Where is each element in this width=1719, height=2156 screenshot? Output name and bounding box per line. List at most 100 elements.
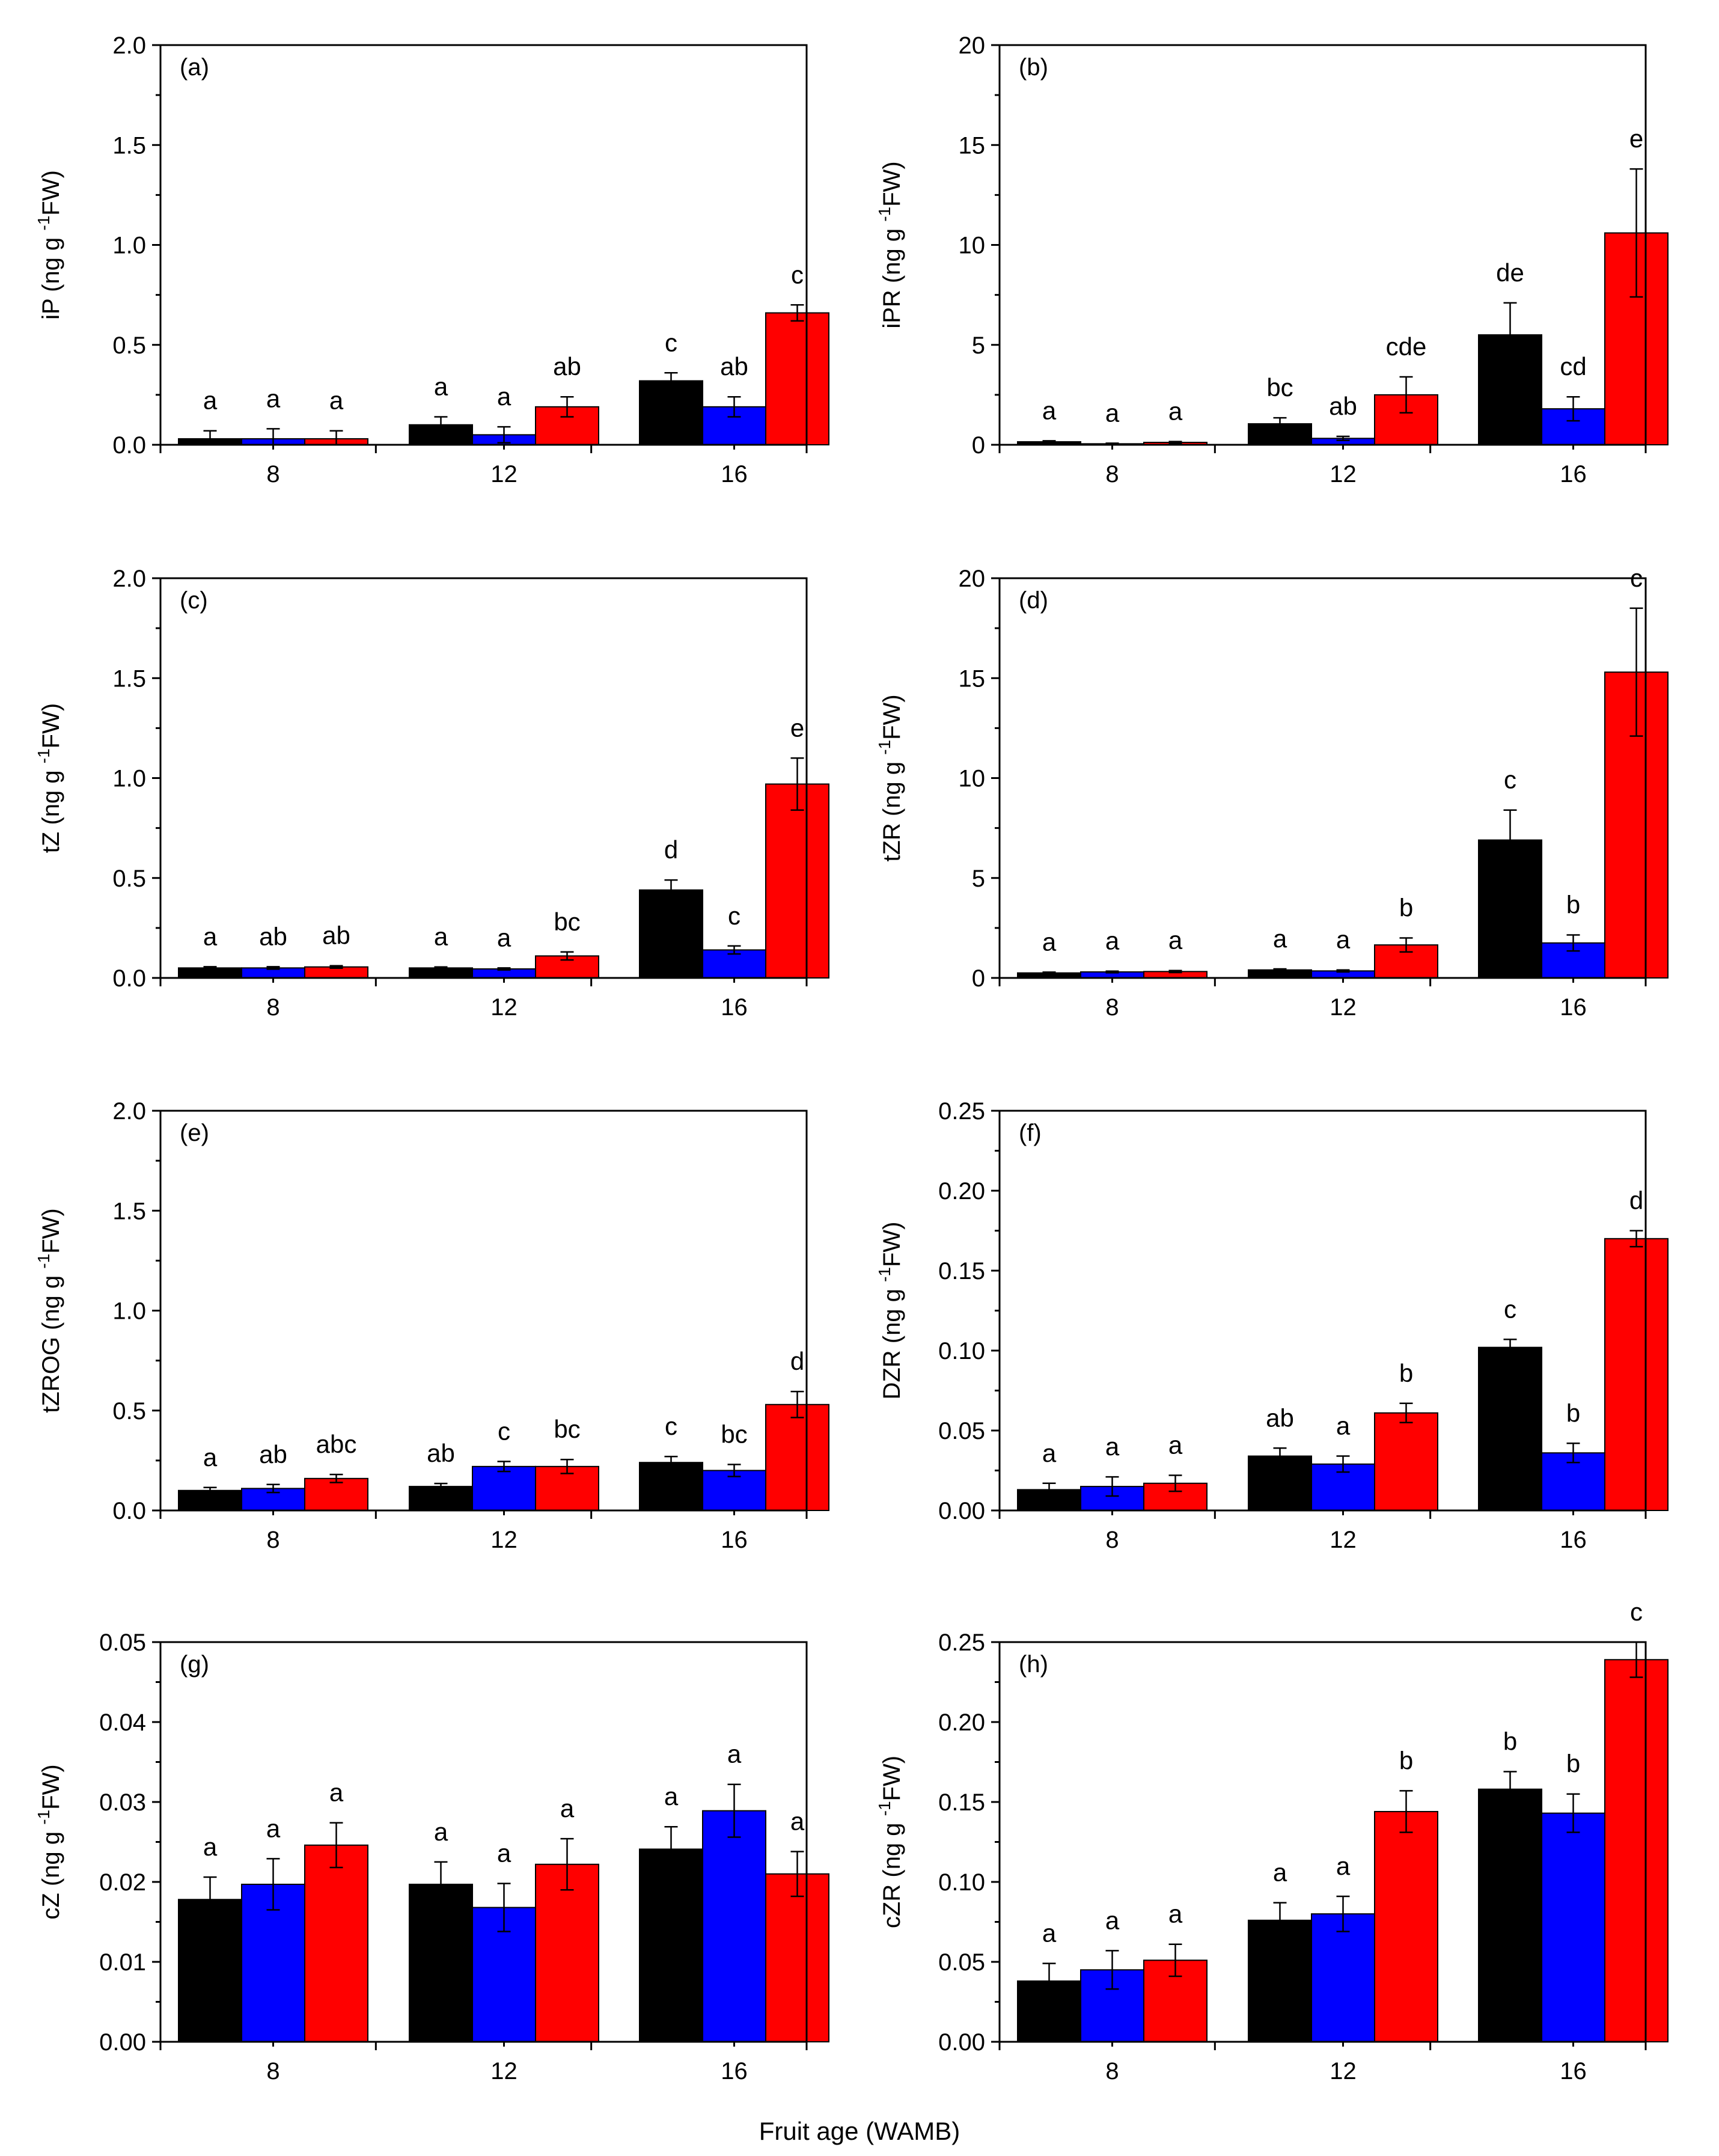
y-axis-title: tZ (ng g -1FW) bbox=[34, 703, 64, 853]
significance-label: c bbox=[1504, 1295, 1516, 1323]
significance-label: c bbox=[498, 1417, 510, 1446]
y-axis-title: cZR (ng g -1FW) bbox=[875, 1756, 905, 1928]
y-tick-label: 2.0 bbox=[112, 566, 146, 592]
x-tick-label: 12 bbox=[1330, 1527, 1357, 1553]
bar bbox=[1478, 1788, 1542, 2042]
y-tick-label: 1.0 bbox=[112, 233, 146, 259]
plot-frame bbox=[998, 577, 1647, 979]
panel-label: (a) bbox=[180, 54, 209, 81]
bar bbox=[702, 1810, 766, 2042]
bar bbox=[409, 1883, 473, 2042]
significance-label: c bbox=[728, 902, 740, 930]
significance-label: c bbox=[665, 1412, 677, 1440]
y-tick-label: 0.04 bbox=[99, 1709, 146, 1736]
y-tick-label: 0.5 bbox=[112, 332, 146, 359]
significance-label: e bbox=[1629, 124, 1643, 153]
significance-label: c bbox=[791, 260, 804, 289]
x-tick-label: 8 bbox=[266, 994, 279, 1021]
significance-label: ab bbox=[259, 1440, 287, 1468]
y-tick-label: 0.20 bbox=[938, 1178, 985, 1205]
significance-label: ab bbox=[1329, 392, 1357, 420]
y-axis-title: iP (ng g -1FW) bbox=[34, 170, 64, 320]
significance-label: b bbox=[1566, 1399, 1580, 1427]
y-tick-label: 0.5 bbox=[112, 1398, 146, 1425]
y-tick-label: 0.20 bbox=[938, 1709, 985, 1736]
bar bbox=[1311, 1913, 1375, 2042]
x-tick-label: 8 bbox=[1105, 1527, 1119, 1553]
plot-frame bbox=[998, 1110, 1647, 1512]
significance-label: c bbox=[665, 328, 677, 356]
significance-label: a bbox=[329, 1779, 344, 1807]
plot-frame bbox=[159, 1110, 808, 1512]
y-axis-title: iPR (ng g -1FW) bbox=[875, 161, 905, 328]
y-tick-label: 1.5 bbox=[112, 1198, 146, 1224]
y-tick-label: 20 bbox=[959, 32, 986, 59]
bar bbox=[1374, 1412, 1438, 1511]
y-tick-label: 0.10 bbox=[938, 1869, 985, 1896]
plot-frame bbox=[998, 44, 1647, 446]
significance-label: a bbox=[497, 923, 511, 951]
y-tick-label: 0.5 bbox=[112, 866, 146, 892]
significance-label: a bbox=[497, 1839, 511, 1867]
bar bbox=[1604, 1659, 1669, 2042]
y-tick-label: 10 bbox=[959, 233, 986, 259]
y-tick-label: 0.25 bbox=[938, 1098, 985, 1125]
y-tick-label: 0.10 bbox=[938, 1338, 985, 1364]
panel-label: (b) bbox=[1019, 54, 1048, 81]
x-tick-label: 12 bbox=[1330, 994, 1357, 1021]
significance-label: a bbox=[1042, 1919, 1057, 1947]
panel-label: (g) bbox=[180, 1651, 209, 1678]
x-tick-label: 8 bbox=[1105, 461, 1119, 487]
bar bbox=[1374, 1810, 1438, 2042]
panel-label: (e) bbox=[180, 1120, 209, 1146]
significance-label: a bbox=[1105, 399, 1120, 427]
y-tick-label: 1.0 bbox=[112, 1298, 146, 1325]
x-tick-label: 12 bbox=[490, 1527, 518, 1553]
chart-panel-7: a a a a a a a a a 0.00 0.01 0.02 0.03 0.04 0.05 8 12 16 (g… bbox=[34, 1629, 829, 2084]
significance-label: ab bbox=[1266, 1403, 1294, 1432]
x-axis-title: Fruit age (WAMB) bbox=[759, 2117, 960, 2145]
y-axis-title: tZR (ng g -1FW) bbox=[875, 694, 905, 861]
x-tick-label: 12 bbox=[1330, 2058, 1357, 2084]
y-tick-label: 1.5 bbox=[112, 132, 146, 159]
y-tick-label: 0.05 bbox=[99, 1629, 146, 1656]
significance-label: b bbox=[1503, 1727, 1517, 1755]
y-axis-title: tZROG (ng g -1FW) bbox=[34, 1208, 64, 1412]
y-tick-label: 1.5 bbox=[112, 665, 146, 692]
y-tick-label: 15 bbox=[959, 665, 986, 692]
bar bbox=[765, 312, 829, 445]
chart-panel-2: a bc de a ab cd a cde e 0 5 10 15 20 8 12 16 (b) iPR (ng g… bbox=[875, 32, 1669, 487]
y-tick-label: 0.0 bbox=[112, 432, 146, 459]
bar bbox=[1541, 1812, 1605, 2043]
significance-label: b bbox=[1399, 1359, 1413, 1387]
x-tick-label: 12 bbox=[490, 461, 518, 487]
bar bbox=[472, 1465, 536, 1512]
y-tick-label: 0 bbox=[972, 965, 985, 992]
significance-label: a bbox=[203, 1443, 218, 1471]
significance-label: bc bbox=[1266, 373, 1293, 402]
bar bbox=[178, 1899, 242, 2043]
bar bbox=[1604, 1238, 1669, 1512]
significance-label: a bbox=[434, 372, 448, 400]
bar bbox=[702, 949, 766, 979]
x-tick-label: 8 bbox=[1105, 2058, 1119, 2084]
significance-label: a bbox=[1168, 926, 1183, 954]
significance-label: a bbox=[329, 386, 344, 415]
significance-label: abc bbox=[316, 1430, 357, 1458]
y-axis-title: cZ (ng g -1FW) bbox=[34, 1764, 64, 1919]
significance-label: b bbox=[1399, 894, 1413, 922]
significance-label: a bbox=[434, 923, 448, 951]
plot-frame bbox=[159, 44, 808, 446]
x-tick-label: 16 bbox=[721, 461, 748, 487]
significance-label: a bbox=[790, 1807, 805, 1835]
chart-panel-3: a a d ab a c ab bc e 0.0 0.5 1.0 1.5 2.0 8 12 16 (c) tZ (n… bbox=[34, 566, 829, 1021]
y-tick-label: 2.0 bbox=[112, 1098, 146, 1125]
significance-label: a bbox=[1105, 1906, 1120, 1934]
significance-label: a bbox=[1168, 397, 1183, 426]
significance-label: a bbox=[1273, 1858, 1287, 1887]
significance-label: a bbox=[1336, 1852, 1351, 1880]
